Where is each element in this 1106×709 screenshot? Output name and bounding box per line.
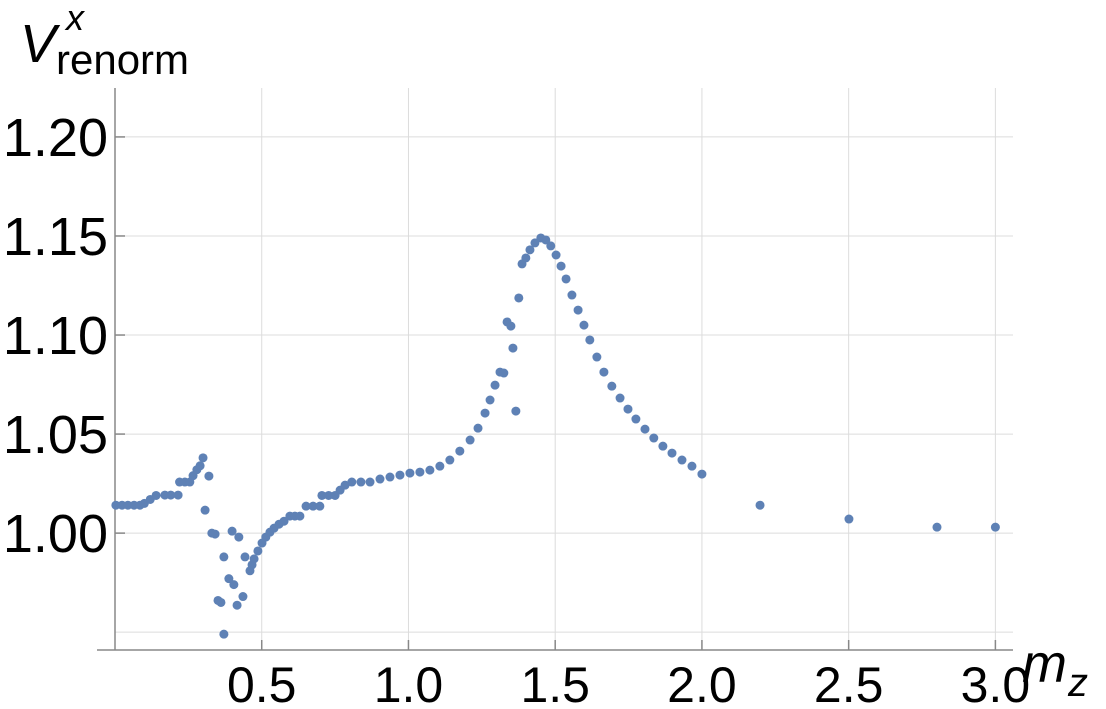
point [166,490,176,500]
point [219,552,229,562]
point [844,514,854,524]
point [623,404,633,414]
point [640,424,650,434]
point [579,320,589,330]
y-label-sub: renorm [56,36,189,83]
x-tick-label: 3.0 [961,657,1031,709]
point [658,441,668,451]
point [415,467,425,477]
point [435,461,445,471]
point [295,511,305,521]
point [249,554,259,564]
point [347,477,357,487]
point [425,465,435,475]
point [123,500,133,510]
point [204,471,214,481]
point [561,274,571,284]
point [473,423,483,433]
point [677,455,687,465]
point [375,474,385,484]
point [395,470,405,480]
point [465,435,475,445]
x-tick-label: 2.0 [667,657,737,709]
point [530,238,540,248]
point [279,516,289,526]
y-label-sup: x [64,0,86,38]
point [615,393,625,403]
point [308,501,318,511]
point [455,446,465,456]
point [219,629,229,639]
point [200,505,210,515]
point [755,500,765,510]
point [599,367,609,377]
point [317,490,327,500]
point [210,529,220,539]
point [240,552,250,562]
point [198,453,208,463]
point [592,352,602,362]
point [356,477,366,487]
y-label: V [20,14,61,74]
point [607,381,617,391]
point [551,250,561,260]
point [445,455,455,465]
x-tick-label: 0.5 [227,657,297,709]
point [546,241,556,251]
point [324,490,334,500]
point [508,343,518,353]
point [490,380,500,390]
point [506,321,516,331]
point [151,490,161,500]
point [521,253,531,263]
y-tick-label: 1.15 [3,207,108,267]
x-tick-label: 1.5 [520,657,590,709]
point [111,500,121,510]
x-tick-label: 1.0 [374,657,444,709]
y-tick-label: 1.10 [3,306,108,366]
point [667,448,677,458]
point [173,490,183,500]
point [232,600,242,610]
y-tick-label: 1.20 [3,108,108,168]
x-tick-label: 2.5 [814,657,884,709]
point [499,368,509,378]
point [229,580,239,590]
point [315,501,325,511]
point [480,408,490,418]
point [525,245,535,255]
x-label: m [1022,634,1067,694]
point [567,290,577,300]
x-label-sub: z [1067,661,1088,705]
point [631,414,641,424]
point [385,472,395,482]
point [224,574,234,584]
point [485,395,495,405]
point [234,532,244,542]
point [990,522,1000,532]
point [405,468,415,478]
y-tick-label: 1.00 [3,504,108,564]
point [365,477,375,487]
y-tick-label: 1.05 [3,405,108,465]
point [195,461,205,471]
point [253,546,263,556]
point [301,501,311,511]
point [585,335,595,345]
point [238,592,248,602]
point [514,293,524,303]
point [649,433,659,443]
point [227,526,237,536]
point [511,406,521,416]
point [697,469,707,479]
point [541,235,551,245]
point [687,461,697,471]
point [556,261,566,271]
point [573,305,583,315]
point [340,480,350,490]
point [932,522,942,532]
point [216,597,226,607]
